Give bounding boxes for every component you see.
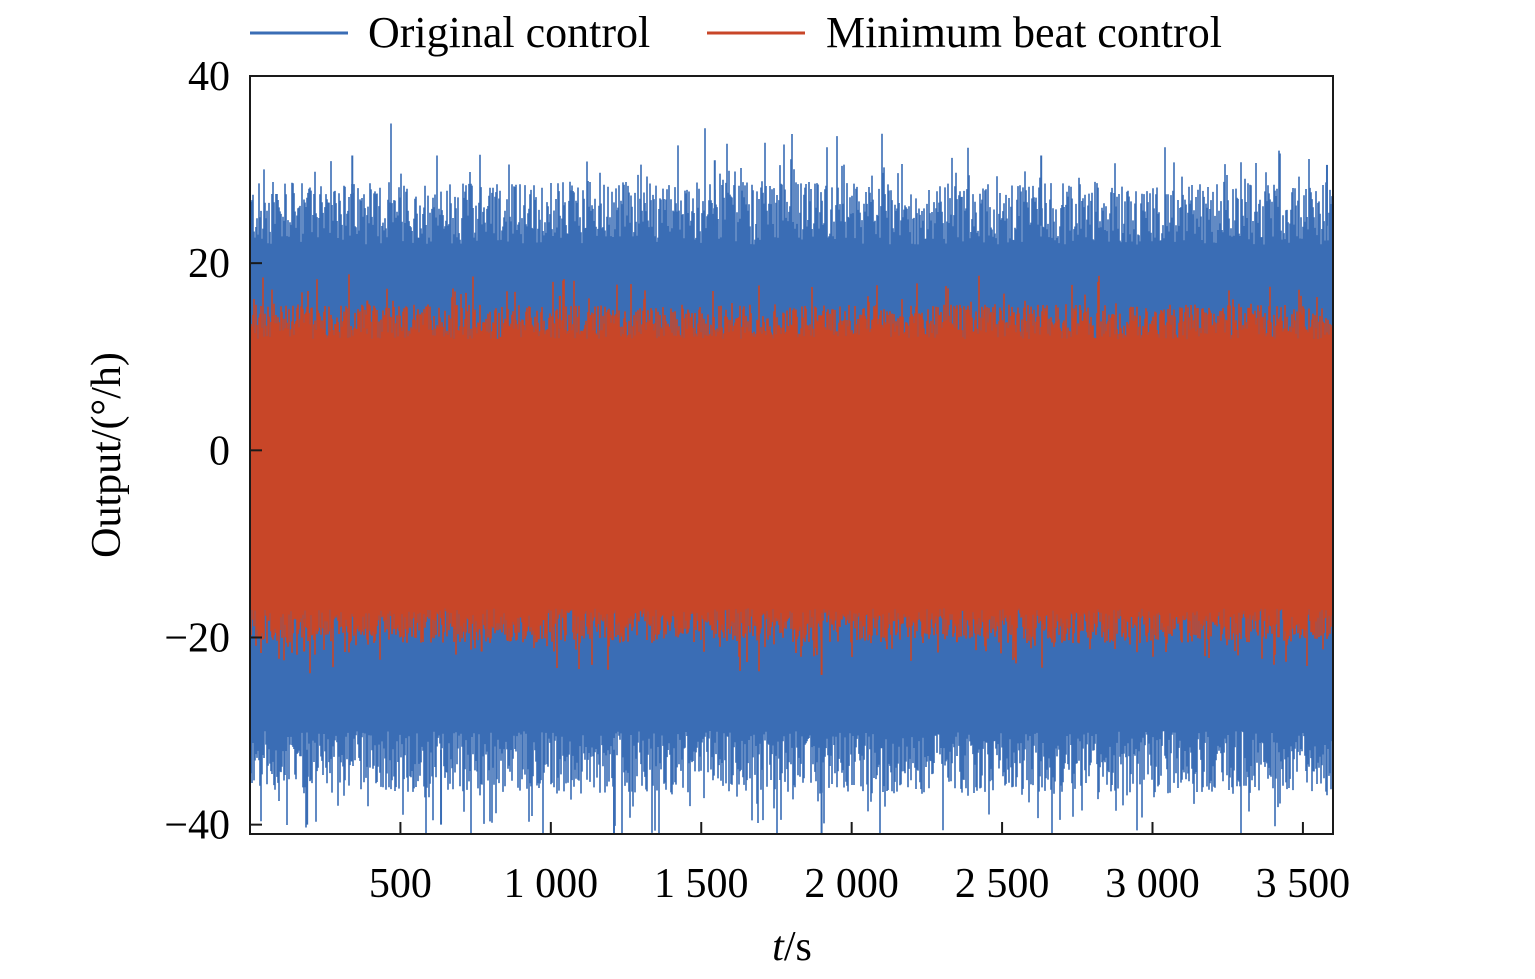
legend-label-minimum-beat-control: Minimum beat control: [826, 8, 1222, 57]
series-layer: [251, 123, 1333, 834]
y-tick-label--20: −20: [164, 615, 230, 661]
y-tick-label--40: −40: [164, 803, 230, 849]
legend-label-original-control: Original control: [368, 8, 650, 57]
x-axis-title: t/s: [772, 924, 812, 970]
plot-frame: [249, 75, 1334, 835]
x-tick-label-2500: 2 500: [955, 861, 1050, 907]
x-tick-label-2000: 2 000: [804, 861, 899, 907]
y-tick-label-40: 40: [188, 54, 230, 100]
x-tick-label-500: 500: [369, 861, 432, 907]
x-axis: 500 1 000 1 500 2 000 2 500 3 000 3 500: [369, 822, 1350, 907]
x-tick-label-1000: 1 000: [504, 861, 599, 907]
x-tick-label-3500: 3 500: [1256, 861, 1351, 907]
x-tick-label-3000: 3 000: [1105, 861, 1200, 907]
series-band-1: [251, 274, 1333, 674]
x-axis-title-unit: /s: [784, 924, 812, 970]
y-axis-title: Output/(°/h): [84, 352, 130, 558]
x-tick-label-1500: 1 500: [654, 861, 749, 907]
legend: Original control Minimum beat control: [250, 8, 1222, 57]
x-axis-title-var: t: [772, 924, 785, 970]
y-axis: −40 −20 0 20 40: [164, 54, 262, 849]
y-tick-label-20: 20: [188, 241, 230, 287]
y-tick-label-0: 0: [209, 428, 230, 474]
